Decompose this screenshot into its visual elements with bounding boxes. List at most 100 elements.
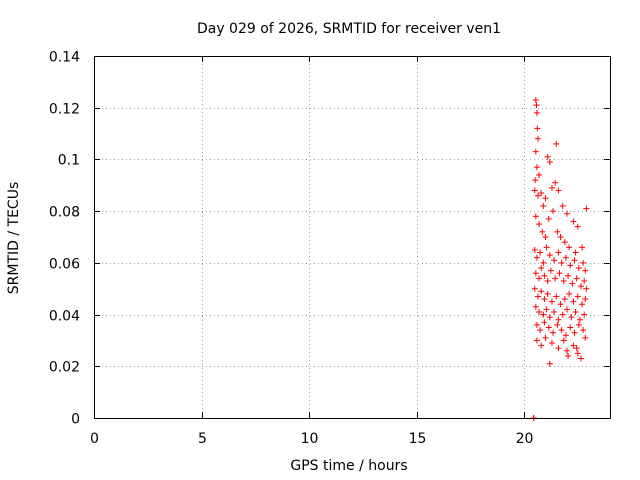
data-point: [532, 213, 539, 220]
data-point: [533, 254, 540, 261]
data-point: [538, 190, 545, 197]
data-point: [553, 293, 560, 300]
data-point: [556, 270, 563, 277]
data-point: [552, 179, 559, 186]
data-point: [541, 272, 548, 279]
data-point: [546, 360, 553, 367]
data-point: [537, 249, 544, 256]
data-point: [534, 125, 541, 132]
data-point: [565, 352, 572, 359]
data-point: [539, 228, 546, 235]
data-point: [537, 327, 544, 334]
data-point: [582, 334, 589, 341]
data-point: [551, 257, 558, 264]
data-point: [543, 306, 550, 313]
data-point: [532, 270, 539, 277]
data-point: [533, 109, 540, 116]
data-point: [541, 296, 548, 303]
data-point: [579, 244, 586, 251]
data-point: [531, 246, 538, 253]
data-point: [542, 334, 549, 341]
data-point: [557, 234, 564, 240]
data-point: [559, 311, 566, 318]
data-point: [542, 195, 549, 202]
data-point: [555, 249, 562, 256]
data-point: [538, 342, 545, 349]
data-point: [532, 177, 539, 184]
data-point: [533, 337, 540, 344]
data-point: [534, 192, 541, 199]
data-point: [545, 215, 552, 222]
data-point: [579, 301, 586, 308]
data-point: [544, 290, 551, 297]
data-point: [564, 306, 570, 313]
y-axis-label: SRMTID / TECUs: [6, 182, 22, 295]
data-point: [582, 296, 589, 303]
data-point: [548, 184, 555, 191]
data-point: [570, 298, 577, 305]
data-point: [566, 290, 573, 297]
data-point: [538, 265, 545, 272]
data-point: [552, 275, 559, 282]
data-point: [577, 283, 584, 290]
y-tick-label: 0.14: [49, 50, 80, 66]
data-point: [576, 316, 583, 323]
data-point: [565, 272, 572, 279]
data-point: [574, 293, 581, 300]
y-tick-label: 0.1: [58, 153, 80, 169]
data-point: [571, 329, 578, 336]
y-tick-label: 0.08: [49, 205, 80, 221]
data-points: [530, 96, 590, 421]
data-point: [533, 164, 540, 171]
x-tick-label: 20: [516, 431, 534, 447]
data-point: [557, 301, 564, 308]
data-point: [583, 285, 590, 292]
data-point: [558, 259, 565, 266]
x-tick-label: 0: [90, 431, 99, 447]
data-point: [577, 355, 584, 362]
data-point: [562, 254, 569, 261]
y-tick-label: 0.06: [49, 257, 80, 273]
data-point: [581, 311, 588, 318]
data-point: [554, 228, 561, 235]
data-point: [555, 316, 562, 323]
data-point: [564, 210, 570, 217]
data-point: [540, 311, 547, 318]
data-point: [581, 277, 588, 284]
grid: [94, 56, 610, 418]
data-point: [540, 202, 547, 209]
data-point: [575, 321, 582, 328]
data-point: [534, 293, 541, 300]
data-point: [580, 259, 587, 266]
data-point: [566, 244, 573, 251]
data-point: [544, 277, 551, 284]
x-tick-label: 15: [409, 431, 427, 447]
data-point: [546, 159, 553, 166]
data-point: [555, 187, 562, 194]
data-point: [541, 319, 548, 326]
y-tick-label: 0.02: [49, 360, 80, 376]
data-point: [572, 308, 579, 315]
chart-title: Day 029 of 2026, SRMTID for receiver ven…: [197, 21, 501, 37]
data-point: [569, 280, 576, 287]
data-point: [583, 205, 590, 212]
data-point: [533, 102, 540, 109]
data-point: [570, 218, 577, 225]
data-point: [562, 332, 569, 339]
y-tick-label: 0: [71, 412, 80, 428]
data-point: [536, 275, 543, 282]
data-point: [582, 267, 589, 274]
data-point: [536, 308, 543, 315]
y-tick-label: 0.04: [49, 309, 80, 325]
data-point: [560, 337, 567, 344]
x-axis-label: GPS time / hours: [290, 458, 407, 474]
data-point: [543, 244, 550, 251]
data-point: [531, 285, 538, 292]
data-point: [564, 347, 570, 354]
data-point: [533, 321, 540, 328]
data-point: [574, 223, 581, 230]
data-point: [553, 140, 560, 147]
data-point: [567, 262, 574, 269]
x-tick-label: 10: [301, 431, 319, 447]
data-point: [538, 288, 545, 295]
